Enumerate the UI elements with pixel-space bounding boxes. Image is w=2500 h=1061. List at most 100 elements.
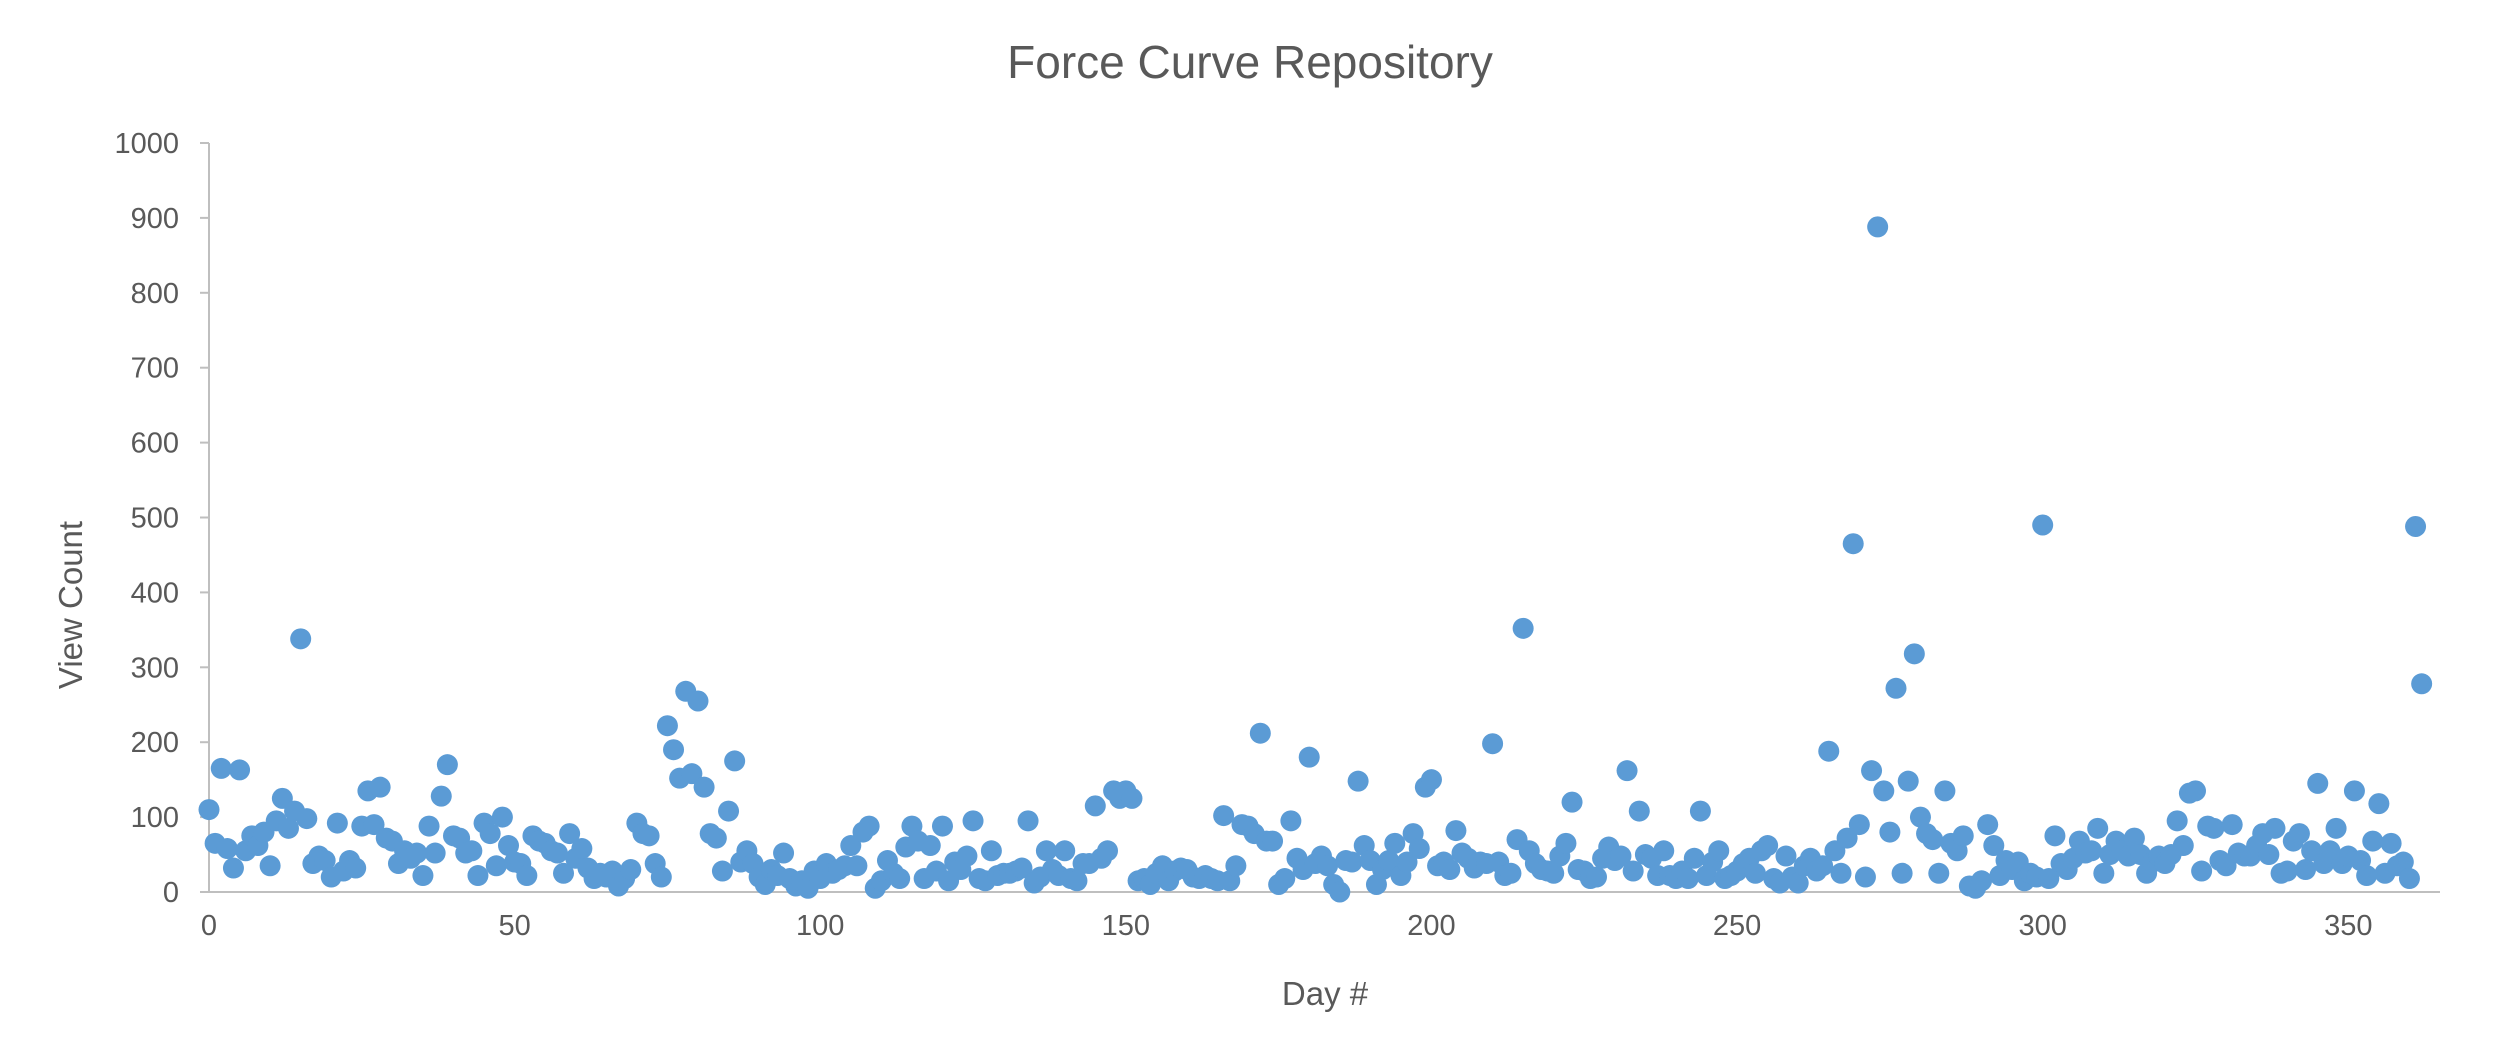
data-point	[1977, 814, 1999, 836]
data-point	[2405, 515, 2427, 537]
data-point	[290, 628, 312, 650]
data-point	[1066, 870, 1088, 892]
data-point	[1616, 760, 1638, 782]
data-point	[2380, 832, 2402, 854]
data-point	[485, 855, 507, 877]
data-point	[1983, 835, 2005, 857]
data-point	[1084, 795, 1106, 817]
y-tick-label: 900	[131, 203, 179, 235]
data-point	[412, 865, 434, 887]
data-point	[296, 808, 318, 830]
data-point	[1922, 829, 1944, 851]
data-point	[718, 800, 740, 822]
data-point	[1842, 533, 1864, 555]
data-point	[1225, 855, 1247, 877]
x-axis-ticks: 0 50 100 150 200 250 300 350	[201, 910, 2373, 942]
data-point	[1689, 800, 1711, 822]
data-point	[620, 859, 642, 881]
data-point	[553, 862, 575, 884]
y-tick-label: 700	[131, 353, 179, 385]
data-point	[2044, 825, 2066, 847]
data-point	[229, 759, 251, 781]
data-point	[2295, 859, 2317, 881]
data-point	[2398, 868, 2420, 890]
data-point	[498, 835, 520, 857]
data-point	[418, 815, 440, 837]
data-point	[773, 842, 795, 864]
y-tick-label: 200	[131, 727, 179, 759]
data-point	[1555, 832, 1577, 854]
data-point	[369, 776, 391, 798]
data-point	[962, 810, 984, 832]
data-point	[2185, 780, 2207, 802]
data-point	[919, 835, 941, 857]
data-point	[259, 855, 281, 877]
data-point	[1775, 845, 1797, 867]
data-point	[2123, 827, 2145, 849]
data-point	[2203, 817, 2225, 839]
data-point	[1274, 868, 1296, 890]
data-point	[2032, 514, 2054, 536]
data-point	[2362, 830, 2384, 852]
x-tick-label: 150	[1102, 910, 1150, 942]
data-point	[1249, 722, 1271, 744]
x-tick-label: 50	[498, 910, 530, 942]
data-point	[198, 799, 220, 821]
data-point	[1873, 780, 1895, 802]
data-point	[2093, 862, 2115, 884]
data-point	[1097, 840, 1119, 862]
data-point	[326, 812, 348, 834]
data-point	[1561, 791, 1583, 813]
data-point	[345, 857, 367, 879]
data-point	[1836, 827, 1858, 849]
data-point	[1347, 770, 1369, 792]
data-point	[1011, 857, 1033, 879]
data-point	[1512, 617, 1534, 639]
data-point	[436, 754, 458, 776]
y-axis-ticks: 0 100 200 300 400 500 600 700 800 900 1000	[114, 128, 209, 909]
x-axis-title: Day #	[1282, 975, 1369, 1012]
data-point	[2288, 823, 2310, 845]
y-axis-title: View Count	[52, 521, 89, 689]
data-point	[840, 835, 862, 857]
data-point	[1683, 847, 1705, 869]
data-point	[1903, 643, 1925, 665]
data-point	[2221, 814, 2243, 836]
y-tick-label: 400	[131, 577, 179, 609]
data-point	[1329, 881, 1351, 903]
y-tick-label: 800	[131, 278, 179, 310]
data-point	[1121, 787, 1143, 809]
data-point	[2368, 793, 2390, 815]
data-point	[1298, 746, 1320, 768]
data-point	[663, 739, 685, 761]
data-point	[277, 817, 299, 839]
data-point	[1861, 760, 1883, 782]
data-point	[650, 866, 672, 888]
data-point	[1757, 835, 1779, 857]
data-point	[1280, 810, 1302, 832]
x-tick-label: 350	[2324, 910, 2372, 942]
data-point	[1439, 859, 1461, 881]
data-point	[1653, 840, 1675, 862]
data-point	[638, 825, 660, 847]
data-point	[1500, 862, 1522, 884]
data-point	[656, 715, 678, 737]
data-point	[2325, 817, 2347, 839]
y-tick-label: 300	[131, 652, 179, 684]
data-point	[711, 860, 733, 882]
data-point	[1213, 805, 1235, 827]
data-point	[461, 840, 483, 862]
x-tick-label: 0	[201, 910, 217, 942]
data-point	[1787, 872, 1809, 894]
data-point	[1317, 855, 1339, 877]
data-point	[1378, 850, 1400, 872]
data-point	[546, 842, 568, 864]
data-point	[2392, 851, 2414, 873]
data-point	[889, 868, 911, 890]
data-point	[693, 776, 715, 798]
data-point	[1879, 821, 1901, 843]
y-tick-label: 600	[131, 428, 179, 460]
data-point	[1891, 862, 1913, 884]
